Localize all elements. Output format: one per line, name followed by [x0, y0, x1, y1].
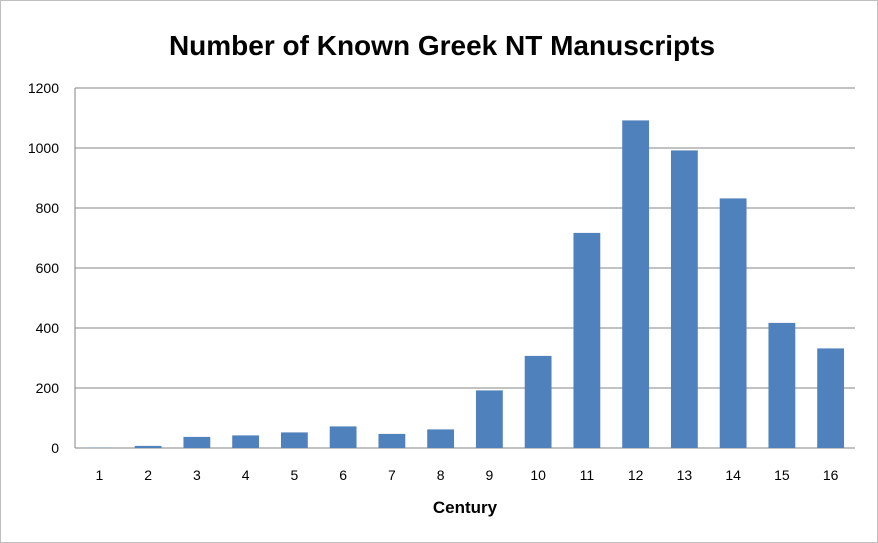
x-tick-label: 4	[242, 467, 250, 483]
y-tick-label: 200	[36, 380, 60, 396]
x-tick-label: 2	[144, 467, 152, 483]
x-tick-label: 1	[95, 467, 103, 483]
y-tick-label: 1200	[28, 80, 59, 96]
bar-century-16	[817, 348, 845, 448]
x-tick-label: 14	[725, 467, 741, 483]
bars	[85, 120, 845, 449]
x-tick-label: 8	[437, 467, 445, 483]
y-tick-label: 400	[36, 320, 60, 336]
bar-century-12	[622, 120, 650, 449]
y-tick-label: 800	[36, 200, 60, 216]
bar-century-7	[378, 433, 406, 448]
x-tick-label: 7	[388, 467, 396, 483]
x-tick-label: 3	[193, 467, 201, 483]
bar-century-5	[280, 432, 308, 448]
bar-century-14	[719, 198, 747, 448]
x-tick-label: 9	[485, 467, 493, 483]
x-tick-label: 10	[530, 467, 546, 483]
x-tick-label: 5	[290, 467, 298, 483]
x-tick-label: 15	[774, 467, 790, 483]
gridlines	[74, 87, 855, 449]
y-axis-tick-labels: 0 200 400 600 800 1000 1200	[28, 80, 59, 456]
chart-title: Number of Known Greek NT Manuscripts	[169, 30, 715, 61]
bar-century-6	[329, 426, 357, 448]
bar-century-10	[524, 355, 552, 448]
bar-century-8	[427, 429, 455, 448]
x-axis-title: Century	[433, 498, 498, 517]
x-axis-tick-labels: 1 2 3 4 5 6 7 8 9 10 11 12 13 14 15 16	[95, 467, 838, 483]
x-tick-label: 11	[580, 467, 595, 483]
x-tick-label: 13	[677, 467, 693, 483]
bar-century-11	[573, 232, 601, 448]
bar-century-15	[768, 322, 796, 448]
bar-century-3	[183, 436, 211, 448]
y-tick-label: 600	[36, 260, 60, 276]
x-tick-label: 12	[628, 467, 644, 483]
x-tick-label: 6	[339, 467, 347, 483]
bar-century-13	[670, 150, 698, 448]
bar-century-9	[475, 390, 503, 448]
y-tick-label: 1000	[28, 140, 59, 156]
x-tick-label: 16	[823, 467, 839, 483]
y-tick-label: 0	[51, 440, 59, 456]
bar-century-2	[134, 445, 162, 448]
bar-century-4	[232, 435, 260, 448]
